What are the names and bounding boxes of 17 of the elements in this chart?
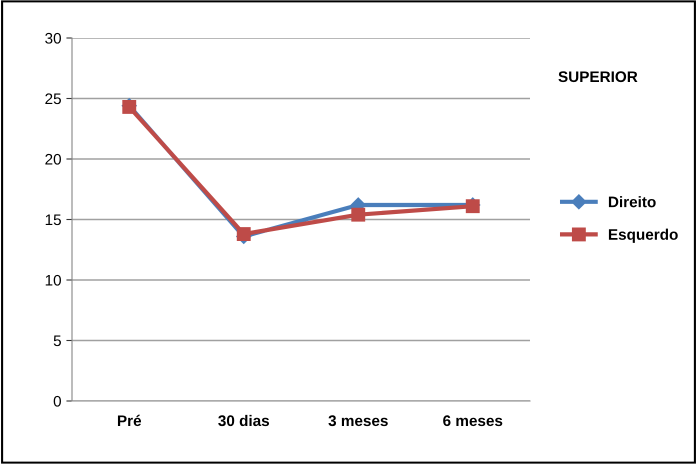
y-tick-label: 30 [45,32,61,44]
y-tick-label: 20 [45,154,61,165]
y-tick-label: 0 [54,396,61,407]
point [122,100,136,114]
y-tick-label: 15 [46,214,61,226]
y-tick-label: 25 [45,93,61,104]
x-tick-label: Pré [118,414,142,426]
text: SUPERIOR [558,71,638,82]
point [236,227,251,241]
x-tick-label: 3 meses [328,415,388,426]
point [351,208,366,222]
legend-label: Direito [608,196,656,208]
x-tick-label: 30 dias [218,414,270,426]
x-tick-label: 6 meses [443,415,502,426]
y-tick-label: 5 [54,336,61,346]
y-tick-label: 10 [46,274,61,286]
legend-label: Esquerdo [608,228,678,243]
